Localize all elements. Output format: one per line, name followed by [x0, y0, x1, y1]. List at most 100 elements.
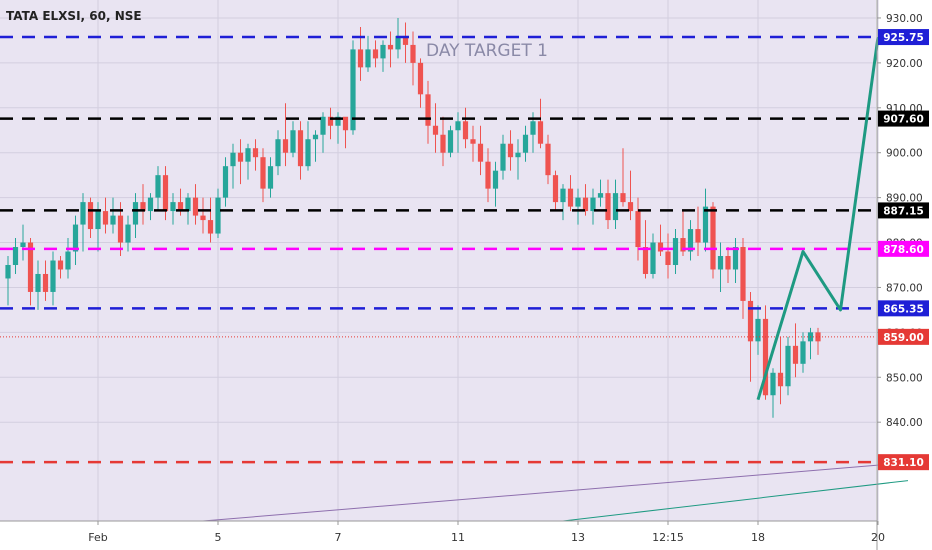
candle-body — [402, 35, 409, 45]
candle — [665, 233, 671, 279]
candle — [770, 368, 776, 418]
candle-body — [770, 372, 776, 396]
projection-line — [756, 36, 880, 401]
candle-body — [410, 44, 416, 63]
candle — [282, 103, 289, 167]
candle-body — [170, 202, 176, 212]
candle-body — [95, 211, 101, 230]
candle — [65, 238, 71, 279]
candle-body — [380, 44, 386, 59]
price-badge-label: 859.00 — [883, 332, 924, 344]
candle — [237, 139, 244, 185]
candle-body — [582, 197, 589, 212]
candle-body — [537, 121, 544, 144]
candle — [222, 157, 229, 207]
candle — [432, 103, 439, 153]
x-tick-label: Feb — [88, 531, 107, 544]
candle — [657, 224, 664, 257]
candle-body — [72, 224, 79, 252]
candle-body — [627, 202, 634, 212]
candle-body — [230, 152, 236, 167]
candle-body — [792, 345, 799, 364]
trend-lines — [202, 462, 909, 522]
candle — [590, 188, 596, 225]
candle — [575, 188, 581, 225]
candle — [87, 197, 94, 239]
candle-body — [545, 143, 551, 176]
candle-body — [425, 94, 431, 126]
candle — [50, 251, 56, 306]
candle — [185, 193, 191, 225]
candle — [372, 40, 379, 68]
candle-body — [815, 332, 821, 342]
candle — [515, 139, 521, 180]
candle — [552, 170, 559, 212]
candle — [815, 327, 821, 355]
candle — [507, 130, 514, 171]
candle-body — [260, 157, 266, 189]
candle-body — [162, 175, 169, 212]
y-tick-label: 890.00 — [886, 193, 923, 205]
candle-body — [417, 62, 424, 95]
grid-lines — [0, 0, 879, 521]
price-badge-label: 865.35 — [883, 303, 924, 315]
candle-body — [305, 139, 311, 167]
candle-body — [740, 247, 746, 301]
candle-body — [342, 116, 349, 131]
x-tick-label: 11 — [451, 531, 465, 544]
candle-body — [650, 242, 656, 274]
x-tick-label: 7 — [335, 531, 342, 544]
candle — [192, 184, 199, 225]
candle-body — [275, 139, 281, 167]
candle — [620, 148, 626, 207]
candle — [380, 40, 386, 72]
candle-body — [50, 260, 56, 292]
candle — [230, 143, 236, 189]
candle-body — [282, 139, 289, 153]
candle-body — [440, 134, 446, 153]
candle-body — [665, 251, 671, 265]
candle — [470, 125, 476, 162]
x-tick-label: 18 — [751, 531, 765, 544]
candle-body — [12, 247, 19, 265]
candle-body — [5, 264, 11, 279]
candle — [762, 305, 769, 400]
candle-body — [237, 152, 244, 162]
candle — [485, 148, 491, 203]
candle-body — [657, 242, 664, 252]
candle — [627, 170, 634, 221]
price-badge — [878, 328, 929, 345]
price-badge — [878, 110, 929, 127]
candle-body — [350, 49, 356, 131]
candle-body — [447, 130, 454, 153]
price-badge-label: 831.10 — [883, 457, 924, 469]
candle — [567, 175, 574, 212]
candle-body — [567, 188, 574, 207]
candle — [342, 116, 349, 149]
candle — [440, 116, 446, 167]
candle — [102, 197, 109, 234]
candle-body — [177, 202, 184, 212]
candle-body — [522, 134, 529, 153]
candle-body — [312, 134, 319, 140]
candle — [417, 58, 424, 108]
candle — [410, 31, 416, 86]
candle-body — [477, 143, 484, 162]
candle — [57, 256, 64, 279]
candle — [365, 35, 371, 72]
candle-body — [560, 188, 566, 203]
candle-body — [612, 193, 619, 221]
candle — [260, 148, 266, 203]
candle — [245, 143, 251, 180]
candle-body — [470, 139, 476, 144]
candle-body — [597, 193, 604, 198]
candle — [605, 179, 611, 230]
candle — [672, 229, 679, 274]
price-badge — [878, 240, 929, 257]
candle-body — [27, 242, 34, 292]
candle-body — [695, 229, 701, 243]
candle — [110, 197, 116, 234]
candle-body — [492, 170, 499, 189]
y-tick-label: 900.00 — [886, 148, 923, 160]
